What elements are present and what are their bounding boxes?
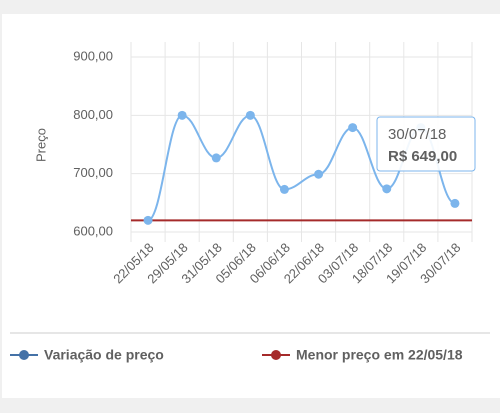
y-tick-label: 700,00 (73, 165, 113, 180)
point (382, 184, 392, 194)
legend-label: Variação de preço (44, 347, 164, 363)
panel (2, 14, 500, 398)
tooltip-box (376, 116, 476, 172)
y-tick-label: 800,00 (73, 107, 113, 122)
y-tick-label: 600,00 (73, 223, 113, 238)
tooltip: 30/07/18 R$ 649,00 (376, 116, 476, 172)
tooltip-date: 30/07/18 (388, 126, 446, 143)
y-axis-title: Preço (33, 128, 48, 162)
tooltip-value: R$ 649,00 (388, 148, 457, 165)
point (314, 169, 324, 179)
point (348, 123, 358, 133)
point (279, 184, 289, 194)
point (143, 215, 153, 225)
legend-marker (271, 350, 281, 360)
point (245, 110, 255, 120)
y-tick-label: 900,00 (73, 48, 113, 63)
point (450, 198, 460, 208)
legend-marker (19, 350, 29, 360)
legend-label: Menor preço em 22/05/18 (296, 347, 463, 363)
point (211, 153, 221, 163)
point (177, 110, 187, 120)
